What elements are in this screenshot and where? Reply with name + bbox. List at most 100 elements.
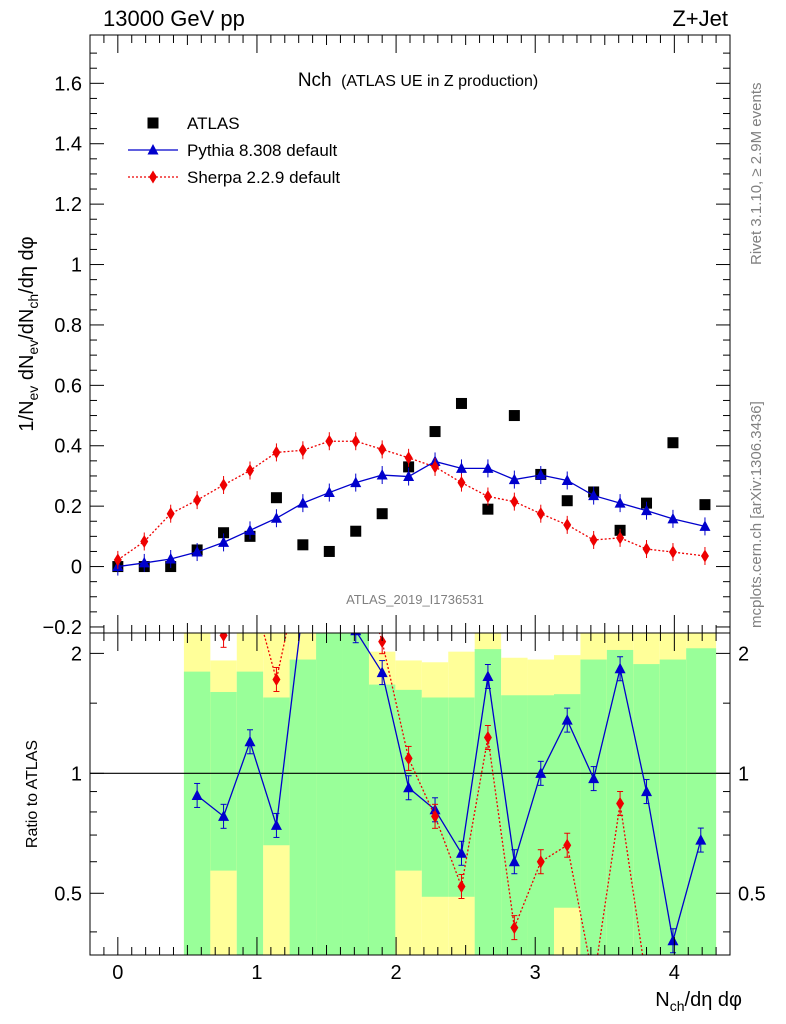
main-plot-title: Nch (ATLAS UE in Z production) <box>298 70 538 91</box>
data-point <box>218 536 230 547</box>
data-point <box>699 499 711 511</box>
uncertainty-bands <box>183 633 717 955</box>
data-point <box>429 426 441 438</box>
inner-band <box>659 659 687 955</box>
main-plot-title-sub: (ATLAS UE in Z production) <box>341 73 538 90</box>
y-label-part-2: dN <box>16 355 38 386</box>
y-axis-label-top: 1/Nev dNev/dNch/dη dφ <box>16 236 41 431</box>
ratio-point <box>508 855 520 867</box>
ratio-point <box>483 731 492 745</box>
watermark-label: ATLAS_2019_I1736531 <box>346 592 484 607</box>
y-tick-label: 1.4 <box>54 134 82 156</box>
data-point <box>270 512 282 523</box>
data-point <box>140 534 149 548</box>
data-point <box>298 443 307 457</box>
y-label-part-0: 1/N <box>16 400 38 431</box>
inner-band <box>633 664 660 955</box>
ratio-point <box>350 633 362 636</box>
ratio-point <box>614 662 626 674</box>
y-label-part-5: ch <box>25 294 41 309</box>
data-point <box>165 553 177 564</box>
data-point <box>403 470 415 482</box>
data-point <box>350 525 362 537</box>
y-label-part-4: /dN <box>16 309 38 340</box>
inner-band <box>316 633 343 955</box>
legend-label: ATLAS <box>187 114 240 133</box>
data-point <box>113 553 122 567</box>
legend-entry: Pythia 8.308 default <box>128 141 338 160</box>
data-point <box>614 497 626 508</box>
ratio-point <box>352 550 360 563</box>
ratio-point <box>404 751 413 765</box>
data-point <box>561 495 573 507</box>
ratio-point <box>643 975 651 988</box>
main-plot-series <box>112 397 711 576</box>
data-point <box>138 556 150 568</box>
x-tick-label: 3 <box>530 962 541 984</box>
inner-band <box>580 659 607 955</box>
data-point <box>561 474 573 485</box>
x-tick-label: 1 <box>251 962 262 984</box>
data-point <box>191 546 203 557</box>
ratio-point <box>455 847 467 858</box>
inner-band <box>501 695 528 955</box>
data-point <box>218 527 230 539</box>
ratio-point <box>219 633 228 642</box>
data-point <box>219 478 228 492</box>
main-plot-x-ticks <box>89 35 731 633</box>
ratio-point <box>535 767 547 778</box>
ratio-y-tick-label-right: 0.5 <box>738 883 766 905</box>
data-point <box>351 434 360 448</box>
ratio-point <box>244 735 256 747</box>
data-point <box>297 539 309 551</box>
ratio-point <box>324 566 335 577</box>
main-plot-title-main: Nch <box>298 70 332 91</box>
ratio-y-tick-label: 1 <box>71 763 82 785</box>
data-point <box>536 507 545 521</box>
data-point <box>246 464 254 478</box>
main-plot-frame <box>89 34 731 634</box>
inner-band <box>210 691 237 871</box>
ratio-point <box>299 550 307 563</box>
data-point <box>482 462 494 473</box>
data-point <box>350 476 362 488</box>
ratio-point <box>457 879 466 893</box>
data-point <box>667 437 679 449</box>
y-tick-label: 0 <box>71 557 82 579</box>
ratio-series-diamond <box>219 550 651 988</box>
inner-band <box>289 659 317 955</box>
ratio-y-tick-label-right: 2 <box>738 643 749 665</box>
main-plot-y-axis: −0.2 0 0.2 0.4 0.6 0.8 1 1.2 1.4 1.6 <box>43 52 730 639</box>
data-point <box>483 489 492 503</box>
y-label-part-3: ev <box>25 340 41 355</box>
ratio-point <box>561 714 573 725</box>
inner-band <box>236 671 264 955</box>
ratio-point <box>378 635 387 649</box>
inner-band <box>183 671 211 955</box>
data-point <box>508 473 520 485</box>
ratio-point <box>272 672 281 686</box>
data-point <box>376 469 388 480</box>
legend-marker <box>147 144 159 155</box>
data-point <box>297 497 309 508</box>
series-square <box>112 397 711 573</box>
ratio-point <box>563 838 572 852</box>
ratio-point <box>270 819 282 830</box>
y-tick-label: 1.2 <box>54 194 82 216</box>
ratio-point <box>588 772 600 784</box>
ratio-point <box>246 577 254 590</box>
ratio-y-tick-label: 0.5 <box>54 883 82 905</box>
ratio-point <box>191 789 203 800</box>
data-point <box>403 461 415 473</box>
legend-label: Sherpa 2.2.9 default <box>187 168 340 187</box>
data-point <box>404 451 413 465</box>
data-point <box>668 545 677 559</box>
y-tick-label: −0.2 <box>43 617 82 639</box>
y-tick-label: 1 <box>71 255 82 277</box>
y-tick-label: 0.6 <box>54 375 82 397</box>
ratio-point <box>641 785 653 797</box>
data-point <box>510 495 519 509</box>
data-point <box>535 469 547 480</box>
data-point <box>563 518 572 532</box>
